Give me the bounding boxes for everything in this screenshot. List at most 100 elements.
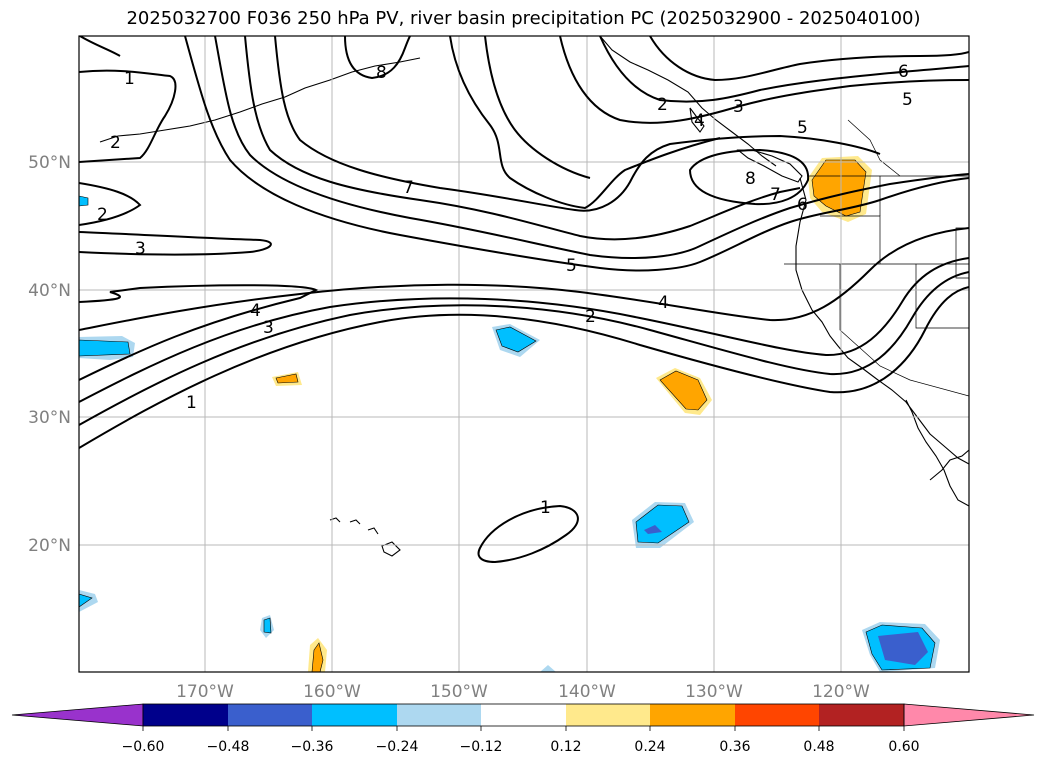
- pv-contour: [477, 504, 579, 564]
- colorbar-tick-label: −0.12: [460, 739, 503, 755]
- colorbar-segment: [566, 704, 650, 726]
- contour-label: 8: [376, 63, 387, 83]
- lat-tick-label: 50°N: [28, 153, 71, 173]
- pv-contour: [79, 257, 969, 403]
- colorbar-tick-label: −0.24: [376, 739, 419, 755]
- contour-label: 2: [657, 95, 668, 115]
- lon-tick-labels: 170°W 160°W 150°W 140°W 130°W 120°W: [176, 682, 870, 702]
- colorbar-segment: [735, 704, 819, 726]
- colorbar-tick-label: −0.48: [207, 739, 250, 755]
- coastline-haida-gwaii: [689, 107, 705, 133]
- pv-contour: [79, 69, 177, 163]
- colorbar-segment: [819, 704, 904, 726]
- precip-neg-patch: [878, 632, 928, 665]
- pv-contour: [599, 36, 969, 103]
- colorbar-extend-high: [903, 703, 1035, 727]
- colorbar-extend-low: [11, 703, 144, 727]
- colorbar-tick-label: 0.48: [803, 739, 834, 755]
- pv-contour: [184, 36, 969, 272]
- pv-contour: [79, 271, 969, 426]
- precip-pos-patch: [311, 642, 324, 672]
- lon-tick-label: 120°W: [812, 682, 870, 702]
- precip-neg-patch: [79, 593, 93, 608]
- contour-label: 3: [135, 239, 146, 259]
- contour-labels: 1 2 2 3 4 3 1 7 5 4 2 1 6 5 5 2 3 4 8 8 …: [97, 62, 913, 518]
- lat-tick-label: 30°N: [28, 408, 71, 428]
- lat-tick-label: 20°N: [28, 536, 71, 556]
- map-title: 2025032700 F036 250 hPa PV, river basin …: [126, 8, 921, 29]
- pv-contour: [214, 36, 969, 260]
- coastline-baja-east: [929, 449, 969, 481]
- colorbar-segment: [481, 704, 566, 726]
- colorbar-segment: [228, 704, 312, 726]
- colorbar-tick-label: −0.60: [122, 739, 165, 755]
- pv-contour: [79, 227, 969, 331]
- lat-tick-labels: 50°N 40°N 30°N 20°N: [28, 153, 71, 556]
- coastline-west-coast: [795, 177, 969, 465]
- precip-neg-patch: [644, 525, 662, 534]
- border-states: [915, 264, 969, 329]
- colorbar-segment: [397, 704, 481, 726]
- contour-label: 4: [250, 301, 261, 321]
- contour-label: 5: [797, 118, 808, 138]
- lat-tick-label: 40°N: [28, 281, 71, 301]
- precip-neg-patch: [263, 617, 272, 634]
- pv-contour: [649, 36, 969, 82]
- coastline-alaska: [599, 36, 777, 167]
- pv-contour: [79, 231, 272, 256]
- precip-neg-patch: [540, 665, 556, 672]
- contour-label: 7: [403, 178, 414, 198]
- contour-label: 7: [770, 185, 781, 205]
- gridlines: [79, 36, 969, 672]
- pv-contour: [344, 36, 411, 80]
- lon-tick-label: 160°W: [303, 682, 361, 702]
- lon-tick-label: 170°W: [176, 682, 234, 702]
- pv-contours: [79, 36, 969, 564]
- colorbar-segment: [312, 704, 397, 726]
- pv-contour: [79, 182, 142, 226]
- coastline-aleutians: [99, 57, 421, 143]
- pv-contour: [484, 36, 591, 179]
- pv-contour: [449, 36, 721, 210]
- pv-contour: [79, 284, 319, 381]
- contour-label: 1: [124, 69, 135, 89]
- contour-label: 2: [585, 307, 596, 327]
- coastline-hawaii: [329, 517, 401, 557]
- border-canada-provinces: [847, 119, 901, 177]
- lon-tick-label: 150°W: [430, 682, 488, 702]
- contour-label: 3: [733, 97, 744, 117]
- colorbar-segment: [143, 704, 228, 726]
- lon-tick-label: 140°W: [558, 682, 616, 702]
- contour-label: 2: [97, 205, 108, 225]
- colorbar-tick-label: 0.36: [719, 739, 750, 755]
- pv-contour: [79, 36, 121, 57]
- precip-negative-shading: [79, 195, 940, 672]
- contour-label: 4: [694, 111, 705, 131]
- colorbar-segment: [650, 704, 735, 726]
- colorbar-tick-label: −0.36: [291, 739, 334, 755]
- colorbar: −0.60 −0.48 −0.36 −0.24 −0.12 0.12 0.24 …: [11, 703, 1035, 755]
- precip-neg-patch: [79, 195, 89, 207]
- colorbar-tick-label: 0.12: [550, 739, 581, 755]
- precip-positive-shading: [272, 156, 872, 672]
- contour-label: 8: [745, 169, 756, 189]
- contour-label: 6: [797, 195, 808, 215]
- pv-contour: [244, 36, 801, 241]
- contour-label: 5: [566, 256, 577, 276]
- pv-contour: [274, 36, 881, 212]
- contour-label: 6: [898, 62, 909, 82]
- pv-contour: [559, 36, 969, 124]
- contour-label: 5: [902, 90, 913, 110]
- contour-label: 1: [540, 498, 551, 518]
- lon-tick-label: 130°W: [685, 682, 743, 702]
- contour-label: 2: [110, 133, 121, 153]
- border-states: [820, 215, 969, 265]
- contour-label: 1: [186, 393, 197, 413]
- pv-contour: [79, 286, 969, 449]
- precip-pos-patch: [275, 373, 299, 384]
- colorbar-tick-label: 0.24: [634, 739, 665, 755]
- precip-neg-patch: [495, 326, 537, 353]
- precip-neg-patch: [79, 339, 131, 357]
- colorbar-border: [142, 703, 905, 727]
